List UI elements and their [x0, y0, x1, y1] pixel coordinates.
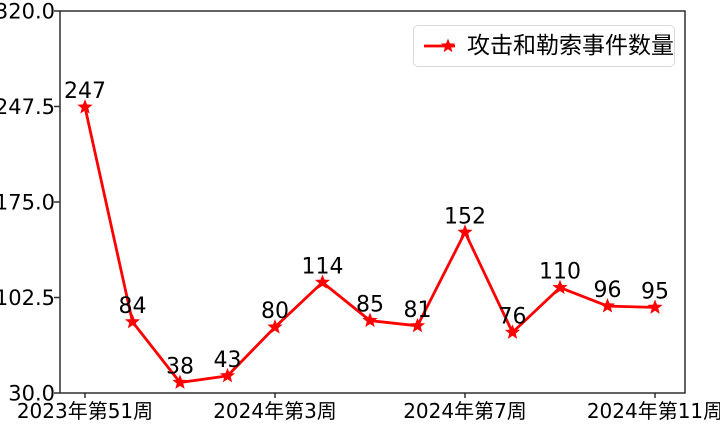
legend-line-star-marker [424, 38, 455, 53]
data-line [83, 106, 656, 384]
data-point-marker [457, 224, 473, 239]
y-tick-label: 30.0 [8, 382, 55, 406]
y-tick-label: 175.0 [0, 191, 55, 215]
data-point-label: 247 [64, 79, 106, 104]
data-point-label: 152 [444, 204, 486, 229]
data-point-label: 43 [214, 348, 242, 373]
data-point-marker [647, 299, 663, 314]
y-tick-label: 247.5 [0, 95, 55, 119]
data-point-label: 81 [404, 298, 432, 323]
data-point-label: 96 [594, 278, 622, 303]
data-point-label: 84 [119, 294, 147, 319]
data-point-marker [409, 317, 426, 333]
data-point-marker [314, 274, 331, 289]
legend-label: 攻击和勒索事件数量 [467, 32, 674, 59]
data-point-marker [552, 279, 568, 295]
x-tick-label: 2024年第3周 [213, 399, 337, 423]
data-point-label: 114 [302, 254, 344, 279]
data-point-marker [504, 324, 521, 339]
x-tick-label: 2024年第7周 [403, 399, 527, 423]
data-point-marker [362, 312, 378, 328]
plot-border [59, 10, 686, 394]
data-point-label: 38 [166, 354, 194, 379]
data-point-label: 76 [499, 304, 527, 329]
data-point-marker [124, 313, 141, 329]
data-point-label: 95 [641, 279, 669, 304]
x-tick-label: 2023年第51周 [17, 399, 153, 423]
data-point-marker [172, 374, 188, 389]
data-point-marker [267, 319, 283, 334]
data-point-marker [219, 367, 236, 383]
y-tick-label: 102.5 [0, 286, 55, 310]
data-point-label: 110 [539, 260, 581, 285]
legend: 攻击和勒索事件数量 [413, 25, 675, 67]
data-point-label: 80 [261, 299, 289, 324]
legend-star [440, 38, 455, 53]
data-point-marker [599, 298, 616, 313]
x-tick-label: 2024年第11周 [587, 399, 720, 423]
data-point-marker [77, 99, 93, 114]
data-point-label: 85 [356, 293, 384, 318]
y-tick-label: 320.0 [0, 0, 55, 24]
